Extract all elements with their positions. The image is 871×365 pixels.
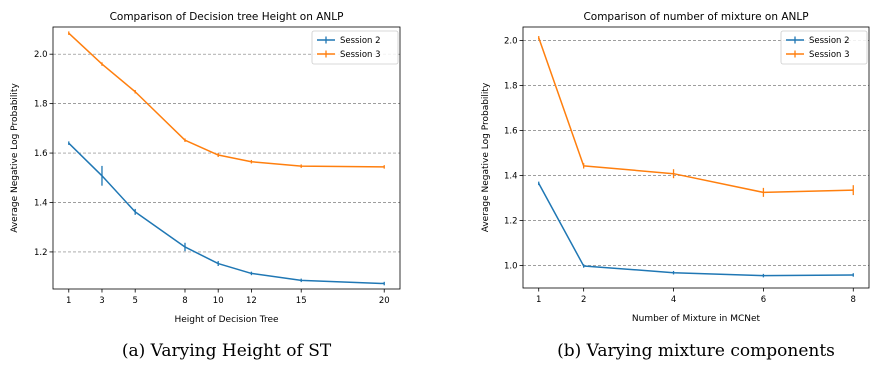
x-axis-label: Number of Mixture in MCNet bbox=[632, 314, 761, 324]
x-tick-label: 8 bbox=[182, 296, 187, 306]
legend-entry: Session 2 bbox=[340, 36, 381, 46]
x-tick-label: 15 bbox=[296, 296, 307, 306]
y-axis-label: Average Negative Log Probability bbox=[481, 82, 491, 232]
figure-caption: (b) Varying mixture components bbox=[557, 341, 835, 361]
legend-entry: Session 3 bbox=[809, 50, 850, 60]
x-tick-label: 4 bbox=[671, 295, 676, 305]
x-tick-label: 20 bbox=[379, 296, 390, 306]
x-tick-label: 1 bbox=[66, 296, 71, 306]
x-tick-label: 5 bbox=[132, 296, 137, 306]
legend-entry: Session 3 bbox=[340, 50, 381, 60]
y-tick-label: 1.4 bbox=[504, 172, 518, 182]
chart-decision-tree-height: Comparison of Decision tree Height on AN… bbox=[10, 11, 401, 361]
x-tick-label: 2 bbox=[581, 295, 586, 305]
y-tick-label: 1.4 bbox=[34, 198, 48, 208]
x-tick-label: 12 bbox=[246, 296, 257, 306]
y-tick-label: 1.2 bbox=[504, 217, 518, 227]
y-tick-label: 1.6 bbox=[504, 127, 518, 137]
y-tick-label: 1.2 bbox=[34, 248, 48, 258]
y-axis-label: Average Negative Log Probability bbox=[10, 83, 20, 233]
y-tick-label: 2.0 bbox=[34, 50, 48, 60]
x-tick-label: 3 bbox=[99, 296, 104, 306]
y-tick-label: 1.8 bbox=[34, 100, 48, 110]
chart-mixture-components: Comparison of number of mixture on ANLP … bbox=[481, 11, 870, 361]
y-tick-label: 1.0 bbox=[504, 262, 518, 272]
y-tick-label: 1.6 bbox=[34, 149, 48, 159]
chart-title: Comparison of Decision tree Height on AN… bbox=[110, 11, 344, 23]
series-line-1 bbox=[68, 142, 385, 285]
x-tick-label: 1 bbox=[536, 295, 541, 305]
y-tick-label: 1.8 bbox=[504, 82, 518, 92]
plot-frame bbox=[52, 26, 401, 290]
y-tick-label: 2.0 bbox=[504, 37, 518, 47]
x-tick-label: 8 bbox=[851, 295, 856, 305]
plot-frame bbox=[522, 26, 870, 289]
chart-title: Comparison of number of mixture on ANLP bbox=[583, 11, 808, 23]
legend-entry: Session 2 bbox=[809, 36, 850, 46]
series-line-1 bbox=[538, 183, 854, 277]
figure-caption: (a) Varying Height of ST bbox=[122, 341, 332, 361]
series-line-2 bbox=[68, 32, 385, 168]
x-tick-label: 6 bbox=[761, 295, 766, 305]
x-axis-label: Height of Decision Tree bbox=[174, 315, 279, 325]
x-tick-label: 10 bbox=[213, 296, 224, 306]
